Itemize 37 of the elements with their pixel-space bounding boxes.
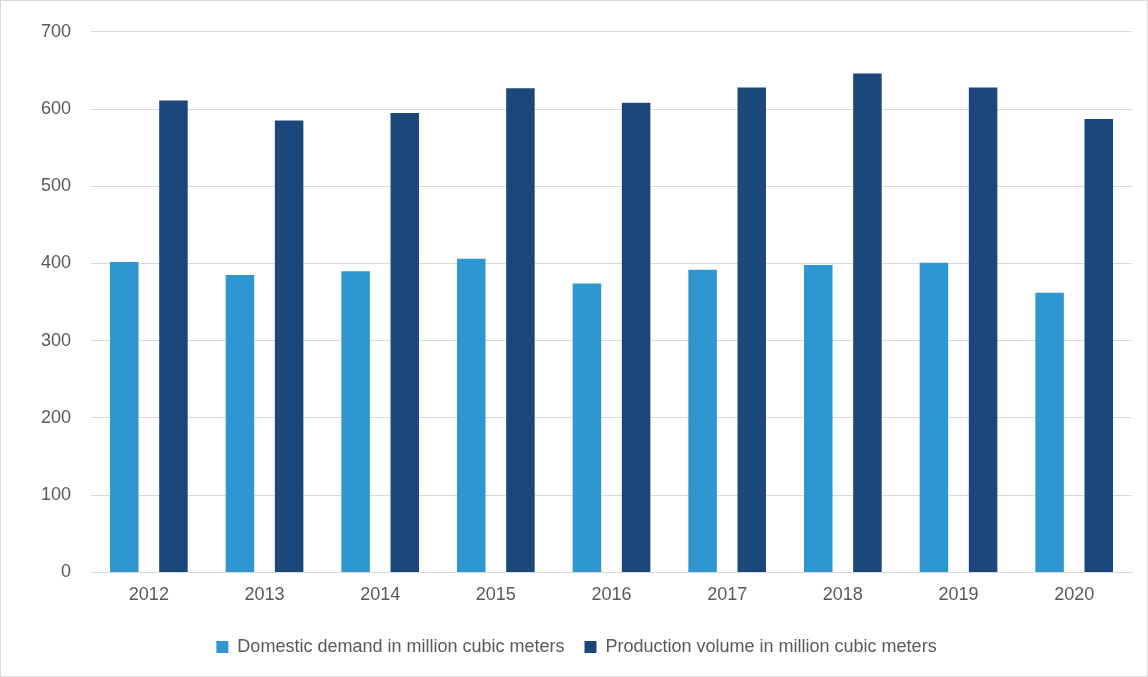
x-tick-label: 2019 — [938, 584, 979, 605]
y-tick-label: 100 — [40, 484, 72, 505]
y-tick-label: 200 — [40, 406, 72, 427]
bar — [804, 265, 833, 572]
bar — [506, 88, 535, 572]
bar — [853, 73, 882, 572]
bar — [341, 271, 370, 572]
bar — [919, 262, 949, 572]
y-tick-label: 0 — [61, 561, 72, 582]
y-tick-label: 300 — [40, 329, 72, 350]
x-tick-label: 2015 — [475, 584, 516, 605]
bar — [225, 275, 255, 572]
x-tick-label: 2014 — [360, 584, 401, 605]
bar — [1084, 119, 1113, 572]
x-tick-label: 2012 — [128, 584, 169, 605]
y-tick-label: 500 — [40, 175, 72, 196]
bar — [621, 102, 651, 572]
y-tick-label: 700 — [40, 20, 72, 41]
legend-label: Domestic demand in million cubic meters — [237, 635, 565, 656]
bar — [159, 100, 188, 572]
bar — [1035, 292, 1064, 572]
bar — [688, 269, 717, 572]
y-tick-label: 400 — [40, 252, 72, 273]
x-tick-label: 2016 — [591, 584, 632, 605]
bar — [110, 261, 139, 572]
x-tick-label: 2017 — [707, 584, 748, 605]
y-tick-label: 600 — [40, 98, 72, 118]
x-tick-label: 2018 — [822, 584, 863, 605]
x-tick-label: 2020 — [1054, 584, 1095, 605]
bar — [968, 87, 998, 572]
x-tick-label: 2013 — [244, 584, 285, 605]
bar — [274, 120, 304, 572]
bar — [457, 258, 486, 572]
bar — [572, 283, 602, 572]
bar — [737, 87, 767, 572]
bar — [390, 112, 420, 572]
legend-label: Production volume in million cubic meters — [605, 635, 937, 656]
